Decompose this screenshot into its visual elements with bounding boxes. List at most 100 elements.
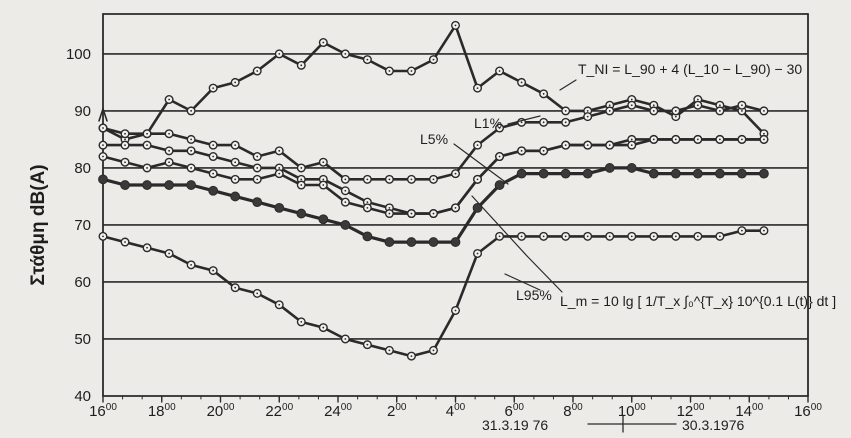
y-tick-label: 50 bbox=[74, 331, 91, 348]
data-point-dot bbox=[410, 355, 413, 357]
data-point-dot bbox=[763, 132, 765, 135]
data-point-dot bbox=[190, 149, 193, 152]
x-tick-label: 2400 bbox=[324, 402, 352, 420]
data-point-dot bbox=[652, 110, 655, 112]
x-tick-label: 200 bbox=[387, 402, 407, 420]
data-point-dot bbox=[652, 104, 655, 107]
data-point bbox=[274, 202, 285, 213]
data-point-dot bbox=[388, 70, 391, 72]
data-point-dot bbox=[168, 149, 170, 152]
data-point-dot bbox=[696, 138, 699, 141]
x-tick-label: 1000 bbox=[618, 402, 646, 420]
y-tick-label: 90 bbox=[74, 103, 91, 120]
data-point-dot bbox=[146, 246, 148, 249]
annotation-l95-text: L95% bbox=[516, 287, 552, 303]
data-point-dot bbox=[190, 263, 193, 266]
data-point-dot bbox=[741, 110, 743, 112]
data-point bbox=[494, 180, 505, 190]
data-point bbox=[340, 220, 351, 230]
data-point-dot bbox=[300, 64, 303, 67]
axes bbox=[98, 13, 809, 403]
data-point-dot bbox=[608, 235, 611, 238]
data-point-dot bbox=[454, 24, 457, 27]
data-point-dot bbox=[102, 235, 104, 238]
data-point bbox=[626, 163, 637, 173]
data-point-dot bbox=[124, 132, 126, 135]
data-point-dot bbox=[146, 167, 148, 169]
data-point-dot bbox=[234, 144, 237, 147]
data-point bbox=[296, 208, 307, 219]
x-tick-label: 1800 bbox=[148, 402, 176, 420]
y-axis-title: Στάθμη dB(A) bbox=[28, 164, 49, 285]
data-point-dot bbox=[630, 144, 633, 147]
data-point bbox=[98, 174, 108, 185]
data-point-dot bbox=[212, 87, 215, 90]
data-point bbox=[164, 180, 174, 190]
data-point-dot bbox=[344, 338, 347, 340]
series-markers bbox=[98, 20, 769, 361]
data-point-dot bbox=[564, 235, 567, 238]
x-tick-label: 600 bbox=[505, 402, 525, 420]
data-point bbox=[670, 168, 681, 179]
data-point-dot bbox=[278, 167, 281, 169]
data-point-dot bbox=[322, 161, 325, 164]
y-axis-arrow bbox=[98, 108, 108, 122]
data-point-dot bbox=[146, 144, 148, 147]
data-point-dot bbox=[454, 309, 457, 312]
data-point bbox=[714, 168, 725, 179]
data-point-dot bbox=[102, 155, 104, 158]
y-tick-label: 80 bbox=[74, 160, 91, 177]
data-point-dot bbox=[564, 110, 567, 112]
data-point-dot bbox=[124, 138, 126, 141]
data-point-dot bbox=[674, 138, 677, 141]
data-point-dot bbox=[300, 167, 303, 169]
data-point-dot bbox=[696, 235, 699, 238]
data-point-dot bbox=[432, 349, 435, 352]
x-tick-label: 1600 bbox=[89, 402, 117, 420]
annotation-l95: L95% bbox=[504, 273, 552, 303]
data-point-dot bbox=[256, 167, 259, 169]
data-point bbox=[538, 168, 549, 179]
data-point-dot bbox=[520, 121, 523, 124]
data-point-dot bbox=[630, 98, 633, 101]
data-point-dot bbox=[366, 58, 369, 61]
data-point-dot bbox=[542, 92, 545, 95]
data-point-dot bbox=[498, 70, 501, 72]
annotation-tni: T_NI = L_90 + 4 (L_10 − L_90) − 30 bbox=[559, 61, 802, 91]
data-point-dot bbox=[344, 201, 347, 204]
data-point-dot bbox=[476, 252, 479, 255]
data-point bbox=[252, 197, 263, 208]
annotation-l1: L1% bbox=[474, 115, 541, 131]
data-point-dot bbox=[718, 104, 721, 107]
data-point-dot bbox=[366, 178, 369, 181]
data-point-dot bbox=[168, 161, 170, 164]
data-point bbox=[604, 163, 615, 173]
annotation-l5: L5% bbox=[420, 131, 509, 185]
data-point-dot bbox=[366, 343, 369, 346]
data-point-dot bbox=[718, 110, 721, 112]
data-point-dot bbox=[718, 235, 721, 238]
data-point-dot bbox=[300, 320, 303, 323]
data-point bbox=[737, 168, 747, 179]
data-point-dot bbox=[410, 212, 413, 215]
data-point-dot bbox=[168, 252, 170, 255]
data-point-dot bbox=[410, 70, 413, 72]
data-point-dot bbox=[388, 212, 391, 215]
data-point-dot bbox=[322, 184, 325, 186]
data-point-dot bbox=[322, 178, 325, 181]
annotation-tni-text: T_NI = L_90 + 4 (L_10 − L_90) − 30 bbox=[578, 61, 802, 77]
data-point-dot bbox=[322, 41, 325, 44]
annotation-l5-text: L5% bbox=[420, 131, 448, 147]
annotation-l1-text: L1% bbox=[474, 115, 502, 131]
y-tick-label: 60 bbox=[74, 274, 91, 291]
data-point-dot bbox=[300, 178, 303, 181]
series-line-0 bbox=[101, 24, 766, 141]
data-point-dot bbox=[212, 269, 215, 272]
data-point-dot bbox=[234, 161, 237, 164]
date-range: 31.3.19 76 30.3.1976 bbox=[482, 415, 744, 433]
data-point-dot bbox=[696, 98, 699, 101]
data-point-dot bbox=[278, 303, 281, 306]
x-tick-label: 1200 bbox=[677, 402, 705, 420]
data-point-dot bbox=[366, 206, 369, 209]
